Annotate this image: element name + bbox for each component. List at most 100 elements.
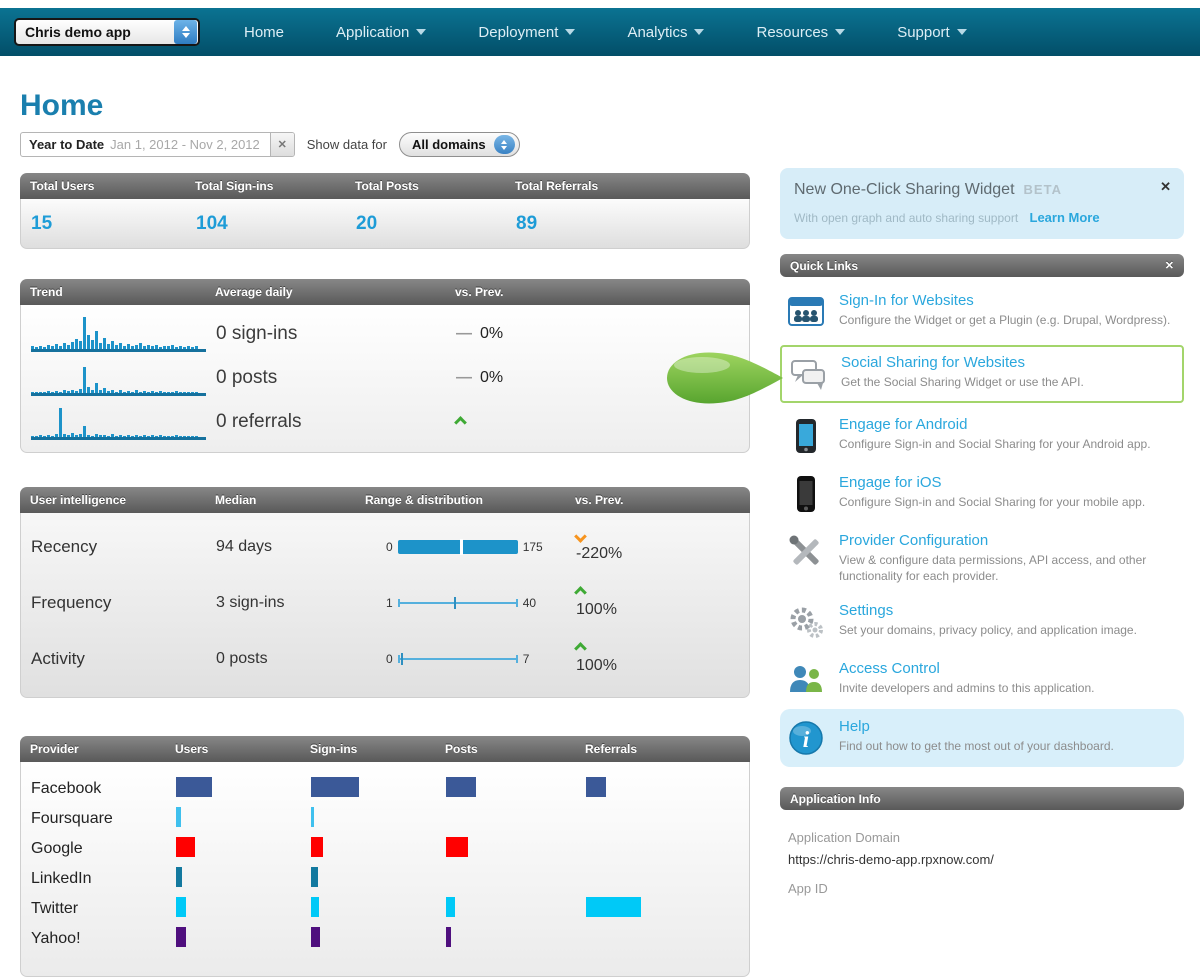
quick-link-access-control[interactable]: Access Control Invite developers and adm…: [780, 651, 1184, 709]
chevron-down-icon: [416, 29, 427, 35]
up-arrow-icon: [454, 415, 467, 429]
provider-bar: [311, 776, 359, 797]
provider-bar: [586, 896, 641, 917]
provider-bar: [311, 926, 320, 947]
col-total-posts: Total Posts: [355, 179, 419, 193]
app-selector-stepper-icon[interactable]: [174, 20, 197, 44]
quick-link-title[interactable]: Sign-In for Websites: [839, 292, 974, 309]
nav-label: Resources: [756, 23, 829, 41]
quick-link-engage-ios[interactable]: Engage for iOS Configure Sign-in and Soc…: [780, 465, 1184, 523]
show-data-for-label: Show data for: [306, 137, 387, 152]
quick-link-desc: Find out how to get the most out of your…: [839, 739, 1114, 754]
filter-bar: Year to Date Jan 1, 2012 - Nov 2, 2012 S…: [20, 132, 750, 157]
quick-link-settings[interactable]: Settings Set your domains, privacy polic…: [780, 593, 1184, 651]
application-info-panel: Application Info Application Domain http…: [780, 787, 1184, 896]
up-arrow-icon: [574, 585, 587, 599]
quick-link-signin-websites[interactable]: Sign-In for Websites Configure the Widge…: [780, 283, 1184, 341]
user-intelligence-body: Recency 94 days 0 175 -220% Frequency 3 …: [20, 513, 750, 698]
provider-name: Facebook: [31, 780, 102, 797]
down-arrow-icon: [574, 529, 587, 543]
date-range-dismiss-icon[interactable]: [269, 133, 294, 156]
nav-item-resources[interactable]: Resources: [756, 23, 846, 41]
range-min-label: 1: [386, 596, 393, 610]
android-phone-icon: [796, 419, 816, 453]
median-value: 94 days: [216, 538, 273, 555]
totals-panel: Total Users Total Sign-ins Total Posts T…: [20, 173, 750, 249]
main-content: Home Year to Date Jan 1, 2012 - Nov 2, 2…: [20, 88, 750, 977]
provider-bar: [176, 866, 182, 887]
nav-item-deployment[interactable]: Deployment: [478, 24, 576, 41]
total-signins-value: 104: [196, 212, 228, 234]
nav-label: Support: [897, 23, 950, 41]
provider-name: Yahoo!: [31, 930, 81, 947]
vs-prev-cell: -220%: [574, 529, 749, 563]
trend-panel-header: Trend Average daily vs. Prev.: [20, 279, 750, 305]
user-intelligence-header: User intelligence Median Range & distrib…: [20, 487, 750, 513]
posts-sparkline-chart: [31, 360, 206, 396]
quick-link-title[interactable]: Help: [839, 718, 870, 736]
provider-bar: [446, 836, 468, 857]
quick-link-engage-android[interactable]: Engage for Android Configure Sign-in and…: [780, 407, 1184, 465]
trend-change: — 0%: [456, 369, 749, 387]
quick-link-help[interactable]: i Help Find out how to get the most out …: [780, 709, 1184, 768]
quick-links-close-icon[interactable]: [1165, 259, 1174, 272]
chevron-down-icon: [835, 29, 846, 35]
signin-websites-icon: [788, 297, 824, 326]
quick-link-title[interactable]: Social Sharing for Websites: [841, 354, 1025, 371]
nav-item-home[interactable]: Home: [244, 24, 284, 41]
trend-change-value: 0%: [480, 325, 504, 342]
provider-row-yahoo: Yahoo!: [21, 924, 749, 954]
col-average-daily: Average daily: [215, 285, 293, 299]
col-provider: Provider: [30, 742, 79, 756]
provider-panel-header: Provider Users Sign-ins Posts Referrals: [20, 736, 750, 762]
domain-select[interactable]: All domains: [398, 132, 520, 157]
top-navbar: Chris demo app Home Application Deployme…: [0, 8, 1200, 56]
nav-label: Home: [244, 23, 285, 41]
median-value: 3 sign-ins: [216, 594, 285, 611]
nav-item-application[interactable]: Application: [336, 24, 427, 41]
nav-item-support[interactable]: Support: [897, 24, 967, 41]
median-value: 0 posts: [216, 650, 268, 667]
total-posts-value: 20: [356, 212, 378, 234]
domain-select-stepper-icon[interactable]: [493, 135, 515, 154]
quick-link-title[interactable]: Provider Configuration: [839, 532, 989, 549]
range-min-label: 0: [386, 652, 393, 666]
signins-sparkline-chart: [31, 316, 206, 352]
beta-badge: BETA: [1023, 182, 1062, 197]
provider-row-twitter: Twitter: [21, 894, 749, 924]
quick-link-social-sharing[interactable]: Social Sharing for Websites Get the Soci…: [782, 347, 1182, 401]
nav-items: Home Application Deployment Analytics Re…: [244, 24, 967, 41]
application-info-body: Application Domain https://chris-demo-ap…: [780, 816, 1184, 896]
users-icon: [790, 666, 822, 693]
tools-icon: [789, 535, 819, 565]
application-domain-label: Application Domain: [788, 830, 901, 846]
date-range-control[interactable]: Year to Date Jan 1, 2012 - Nov 2, 2012: [20, 132, 295, 157]
chevron-down-icon: [565, 29, 576, 35]
quick-link-title[interactable]: Engage for Android: [839, 416, 968, 433]
col-trend: Trend: [30, 285, 63, 299]
app-selector[interactable]: Chris demo app: [14, 18, 200, 46]
quick-link-title[interactable]: Engage for iOS: [839, 474, 942, 491]
promo-subtitle: With open graph and auto sharing support: [794, 211, 1019, 225]
vs-prev-value: 100%: [576, 600, 617, 618]
quick-link-desc: Configure the Widget or get a Plugin (e.…: [839, 313, 1171, 327]
quick-link-provider-configuration[interactable]: Provider Configuration View & configure …: [780, 523, 1184, 593]
app-id-label: App ID: [788, 881, 828, 897]
nav-item-analytics[interactable]: Analytics: [627, 24, 705, 41]
provider-bar: [311, 806, 314, 827]
provider-bar: [176, 836, 195, 857]
domain-select-value: All domains: [411, 137, 486, 152]
application-domain-value: https://chris-demo-app.rpxnow.com/: [788, 852, 994, 868]
promo-close-icon[interactable]: [1160, 179, 1171, 195]
metric-label: Frequency: [31, 593, 112, 612]
learn-more-link[interactable]: Learn More: [1029, 210, 1100, 225]
ui-row-activity: Activity 0 posts 0 7 100%: [21, 631, 749, 687]
flat-dash-icon: —: [456, 325, 472, 342]
provider-bar: [446, 896, 455, 917]
col-user-intelligence: User intelligence: [30, 493, 127, 507]
quick-link-desc: Get the Social Sharing Widget or use the…: [841, 375, 1084, 389]
activity-range-bar: [397, 651, 518, 667]
quick-link-title[interactable]: Settings: [839, 602, 894, 620]
quick-link-desc: Set your domains, privacy policy, and ap…: [839, 623, 1137, 638]
quick-link-title[interactable]: Access Control: [839, 660, 940, 678]
